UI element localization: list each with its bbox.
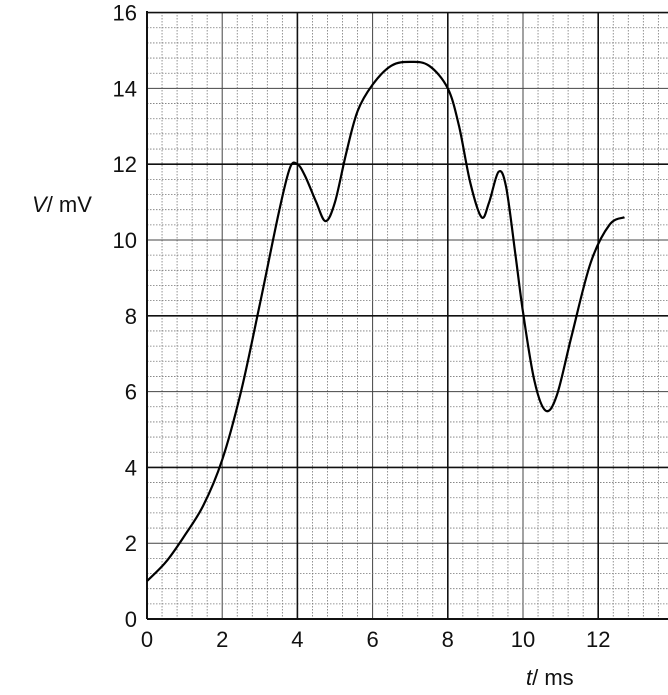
- y-tick-labels: 0 2 4 6 8 10 12 14 16: [113, 1, 137, 632]
- x-axis-unit: / ms: [532, 665, 574, 690]
- x-tick-label: 8: [442, 627, 454, 652]
- y-axis-symbol: V: [32, 192, 49, 217]
- series-line: [146, 60, 625, 582]
- y-axis-title: V/ mV: [32, 192, 92, 217]
- x-tick-label: 6: [366, 627, 378, 652]
- x-tick-label: 10: [511, 627, 535, 652]
- x-tick-label: 0: [141, 627, 153, 652]
- x-tick-labels: 0 2 4 6 8 10 12: [141, 627, 611, 652]
- y-tick-label: 8: [125, 304, 137, 329]
- y-tick-label: 12: [113, 152, 137, 177]
- x-axis-title: t/ ms: [526, 665, 574, 690]
- x-tick-label: 12: [586, 627, 610, 652]
- y-tick-label: 10: [113, 228, 137, 253]
- y-tick-label: 6: [125, 380, 137, 405]
- major-gridlines: [147, 11, 668, 619]
- y-axis-unit: / mV: [47, 192, 93, 217]
- y-tick-label: 2: [125, 531, 137, 556]
- y-tick-label: 14: [113, 76, 137, 101]
- series-group: [146, 60, 625, 582]
- y-tick-label: 0: [125, 607, 137, 632]
- axes: [146, 11, 668, 620]
- x-tick-label: 2: [216, 627, 228, 652]
- x-tick-label: 4: [291, 627, 303, 652]
- x-axis-symbol: t: [526, 665, 533, 690]
- y-tick-label: 16: [113, 1, 137, 26]
- y-tick-label: 4: [125, 455, 137, 480]
